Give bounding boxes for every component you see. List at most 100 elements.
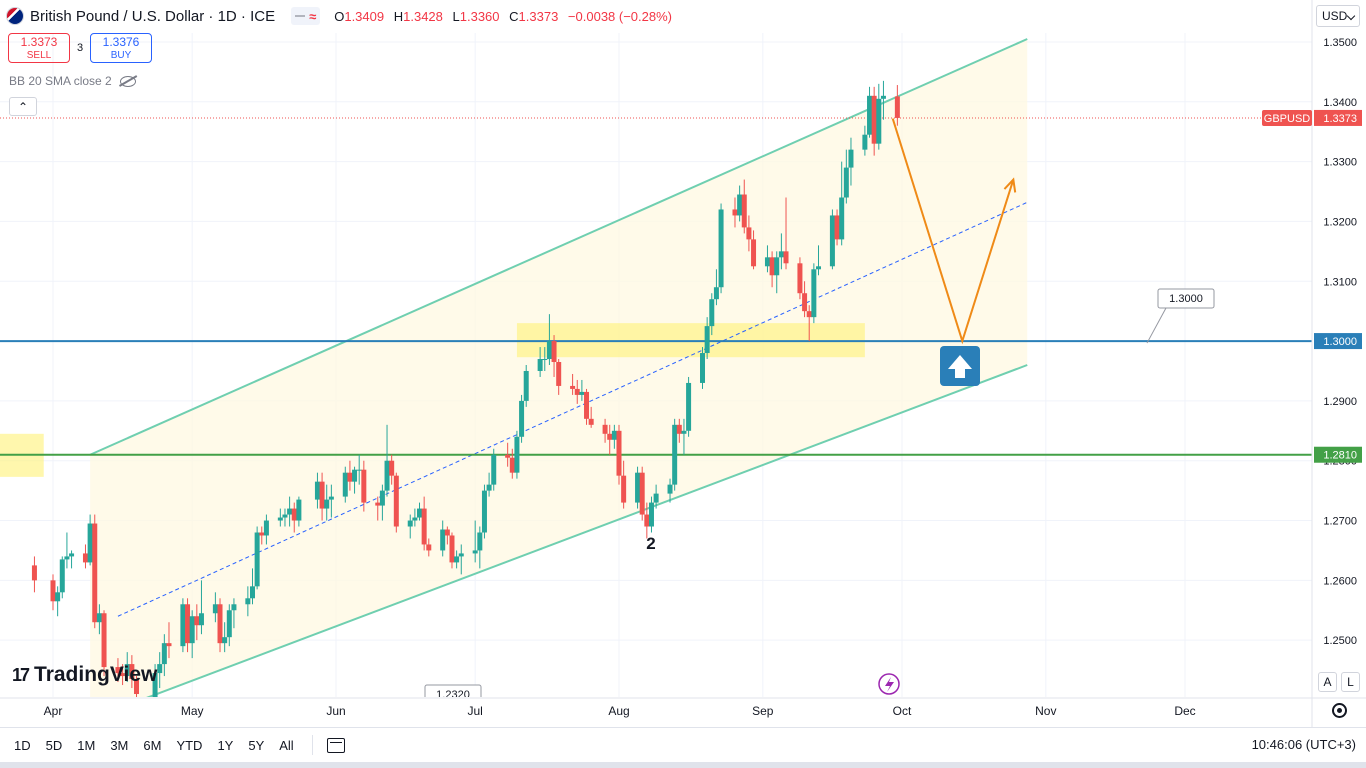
candle	[226, 604, 232, 647]
candle-body	[681, 430, 687, 434]
candle	[59, 556, 65, 599]
level-callout: 1.3000	[1146, 288, 1215, 344]
candle	[148, 718, 153, 727]
level-price-tag-label: 1.2810	[1323, 450, 1357, 462]
range-5d[interactable]: 5D	[45, 737, 63, 753]
candle-body	[834, 215, 840, 240]
symbol-tag-label: GBPUSD	[1264, 113, 1311, 125]
candle	[713, 269, 719, 306]
candle	[101, 610, 107, 677]
candle	[584, 388, 590, 425]
candle	[746, 215, 752, 252]
candle	[426, 538, 432, 557]
price-tick-label: 1.3200	[1323, 216, 1357, 228]
candle-body	[509, 457, 515, 473]
eye-hidden-icon[interactable]	[119, 75, 136, 87]
range-3m[interactable]: 3M	[110, 737, 129, 753]
ohlc-values: O1.3409 H1.3428 L1.3360 C1.3373 −0.0038 …	[334, 8, 672, 24]
candle	[741, 179, 747, 234]
candle	[542, 347, 548, 371]
range-1d[interactable]: 1D	[14, 737, 31, 753]
time-tick-label: Jun	[326, 704, 345, 718]
range-6m[interactable]: 6M	[143, 737, 162, 753]
candle	[417, 502, 423, 521]
candle	[672, 418, 678, 491]
range-5y[interactable]: 5Y	[248, 737, 265, 753]
candle	[92, 514, 98, 629]
candle	[472, 520, 478, 563]
candle-body	[802, 293, 808, 312]
range-1m[interactable]: 1M	[77, 737, 96, 753]
candle-body	[519, 400, 525, 437]
buy-button[interactable]: 1.3376 BUY	[90, 33, 152, 63]
logo-text: TradingView	[34, 663, 158, 686]
candle	[245, 586, 251, 617]
price-tick-label: 1.3300	[1323, 157, 1357, 169]
wave-label: 2	[646, 534, 655, 553]
time-tick-label: May	[181, 704, 204, 718]
candle	[579, 379, 585, 401]
candle	[55, 586, 61, 617]
candle-body	[486, 484, 492, 491]
log-scale-button[interactable]: L	[1341, 672, 1360, 692]
candle	[774, 251, 780, 294]
candle-body	[556, 362, 562, 386]
candle	[96, 604, 102, 635]
gbp-usd-flag-icon	[6, 7, 24, 25]
candle-body	[31, 565, 37, 581]
candle-body	[69, 553, 75, 557]
candle-body	[157, 664, 163, 674]
candle-body	[152, 673, 158, 697]
range-1y[interactable]: 1Y	[217, 737, 234, 753]
candle-body	[324, 499, 330, 509]
candle-body	[718, 209, 724, 288]
candle-body	[769, 257, 775, 276]
tradingview-logo[interactable]: 17 TradingView	[12, 663, 157, 687]
candle	[700, 347, 706, 389]
candle	[570, 373, 576, 395]
auto-scale-button[interactable]: A	[1318, 672, 1337, 692]
time-tick-label: Apr	[44, 704, 63, 718]
candle-body	[839, 197, 845, 240]
range-ytd[interactable]: YTD	[176, 737, 203, 753]
symbol-status-tag[interactable]: ≈	[291, 7, 321, 25]
sell-price: 1.3373	[20, 35, 58, 49]
candle-body	[686, 382, 692, 431]
candle-body	[746, 227, 752, 240]
candle	[815, 245, 821, 276]
candle	[375, 496, 381, 521]
candle	[50, 574, 56, 611]
currency-select[interactable]: USD	[1316, 5, 1360, 27]
sell-button[interactable]: 1.3373 SELL	[8, 33, 70, 63]
range-all[interactable]: All	[279, 737, 294, 753]
candle	[505, 442, 511, 467]
candle-body	[277, 517, 283, 521]
candle-body	[713, 287, 719, 300]
candle	[667, 478, 673, 503]
level-price-tag	[1314, 446, 1362, 463]
candle	[616, 424, 622, 485]
time-tick-label: Dec	[1174, 704, 1195, 718]
clock[interactable]: 10:46:06 (UTC+3)	[1251, 737, 1356, 752]
price-chart[interactable]: 1.30001.232021.25001.26001.27001.28001.2…	[0, 0, 1366, 727]
candle	[607, 424, 613, 455]
candle	[588, 406, 594, 428]
candle	[806, 305, 812, 342]
candle	[64, 532, 70, 569]
candle-body	[764, 257, 770, 267]
candle-body	[871, 95, 877, 144]
collapse-legend-button[interactable]: ⌃	[9, 97, 37, 116]
candle	[871, 86, 877, 156]
candle-body	[166, 643, 172, 647]
candle	[389, 454, 395, 485]
symbol-title[interactable]: British Pound / U.S. Dollar · 1D · ICE	[30, 7, 276, 25]
gear-icon[interactable]	[1332, 703, 1347, 718]
candle-body	[704, 326, 710, 354]
indicator-legend[interactable]: BB 20 SMA close 2	[9, 74, 136, 88]
candle-body	[584, 391, 590, 419]
calendar-icon[interactable]	[326, 737, 345, 753]
candle	[194, 604, 200, 641]
candle-body	[811, 269, 817, 318]
callout-text: 1.2320	[436, 689, 470, 701]
candle-body	[198, 613, 204, 626]
